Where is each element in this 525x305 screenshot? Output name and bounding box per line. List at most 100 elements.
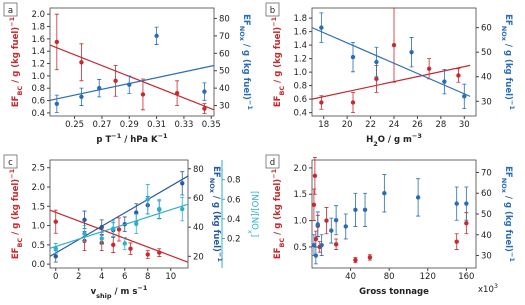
y3-tick-label: 0.2: [227, 235, 241, 245]
data-point: [353, 257, 358, 263]
fit-line: [49, 64, 215, 101]
x-tick-label: 0: [53, 272, 58, 282]
data-point: [99, 236, 104, 241]
data-point: [415, 195, 421, 200]
label-part: O / g m: [378, 135, 412, 145]
label-part: 2: [373, 140, 378, 148]
data-point: [140, 92, 146, 97]
label-part: −1: [158, 132, 168, 140]
y-tick-label: 0.6: [293, 95, 307, 105]
data-point: [128, 246, 133, 251]
y2-label: EFNOx / g (kg fuel)−1: [500, 14, 516, 110]
x-tick-label: 26: [412, 120, 423, 130]
label-part: NOx: [238, 26, 246, 42]
label-part: x10: [478, 285, 494, 295]
label-part: v: [91, 287, 97, 297]
data-point: [116, 227, 122, 232]
y2-tick-label: 80: [219, 14, 230, 24]
y-tick-label: 0.0: [31, 260, 45, 270]
fit-line: [311, 64, 471, 100]
plot-frame: [49, 159, 189, 269]
x-tick-label: 0.25: [65, 120, 84, 130]
data-point: [350, 54, 356, 60]
y-label: EFBC / g (kg fuel)−1: [8, 16, 24, 107]
data-point: [333, 218, 339, 223]
label-part: / g (kg fuel): [11, 179, 21, 238]
data-point: [350, 100, 356, 105]
y2-tick-label: 40: [481, 73, 492, 83]
y2-label: EFNOx / g (kg fuel)−1: [208, 166, 224, 262]
label-part: 3: [494, 282, 498, 290]
label-part: / g (kg fuel): [503, 41, 513, 100]
y2-tick-label: 30: [219, 102, 230, 112]
data-point: [315, 222, 320, 227]
y2-tick-label: 60: [193, 194, 204, 204]
y-tick-label: 1.0: [31, 72, 45, 82]
panel-label-box: [265, 154, 280, 169]
label-part: / g (kg fuel): [241, 41, 251, 100]
y-tick-label: 0.4: [31, 109, 45, 119]
y-label: EFBC / g (kg fuel)−1: [270, 168, 286, 259]
label-part: x: [246, 230, 254, 234]
y-tick-label: 0.5: [31, 241, 45, 251]
label-part: −1: [8, 16, 16, 26]
data-point: [382, 191, 387, 196]
data-point: [374, 59, 379, 65]
label-part: EF: [11, 247, 21, 259]
y-tick-label: 1.0: [31, 222, 45, 232]
x-tick-label: 28: [435, 120, 446, 130]
data-point: [82, 231, 87, 236]
data-point: [374, 76, 379, 82]
label-part: −1: [111, 132, 121, 140]
data-point: [462, 94, 467, 99]
data-point: [454, 239, 459, 244]
fit-line: [49, 209, 189, 263]
data-point: [180, 181, 185, 186]
y-tick-label: 2.0: [31, 10, 45, 20]
y-tick-label: 1.2: [31, 60, 45, 70]
y2-label: EFNOx / g (kg fuel)−1: [500, 166, 516, 262]
label-part: / hPa K: [121, 135, 158, 145]
data-point: [456, 73, 461, 78]
x-label: p T−1 / hPa K−1: [96, 132, 168, 145]
y3-tick-label: 0.4: [227, 215, 241, 225]
x-label: H2O / g m−3: [366, 132, 422, 148]
data-point: [82, 217, 87, 223]
y-tick-label: 1.6: [293, 28, 307, 38]
data-point: [324, 218, 329, 223]
label-part: p T: [96, 135, 111, 145]
x-tick-label: 6: [122, 272, 127, 282]
data-point: [426, 66, 432, 71]
y2-tick-label: 40: [481, 231, 492, 241]
x-tick-label: 20: [342, 120, 353, 130]
data-point: [454, 201, 459, 206]
y2-tick-label: 50: [481, 210, 492, 220]
label-part: [NO]/[NO: [249, 191, 259, 230]
y2-tick-label: 20: [193, 252, 204, 262]
data-point: [367, 255, 373, 260]
label-part: −1: [270, 168, 278, 178]
x-tick-label: 0.33: [174, 120, 193, 130]
label-part: NOx: [208, 178, 216, 194]
label-part: −1: [508, 252, 516, 262]
x-tick-label: 24: [389, 120, 400, 130]
label-part: / m s: [112, 287, 138, 297]
data-point: [53, 254, 58, 259]
x-tick-label: 0.35: [202, 120, 221, 130]
data-point: [157, 206, 162, 212]
x-offset: x103: [478, 282, 498, 295]
y-tick-label: 1.2: [293, 55, 307, 65]
y2-tick-label: 40: [193, 223, 204, 233]
data-point: [319, 25, 324, 30]
y-tick-label: 0.8: [293, 82, 307, 92]
label-part: BC: [16, 86, 24, 96]
y3-tick-label: 0.8: [227, 176, 241, 186]
label-part: EF: [11, 95, 21, 107]
data-point: [319, 242, 324, 248]
data-point: [391, 42, 397, 48]
data-point: [202, 106, 207, 111]
x-tick-label: 120: [420, 272, 436, 282]
data-point: [180, 206, 185, 212]
data-point: [329, 228, 334, 233]
label-part: −1: [270, 16, 278, 26]
